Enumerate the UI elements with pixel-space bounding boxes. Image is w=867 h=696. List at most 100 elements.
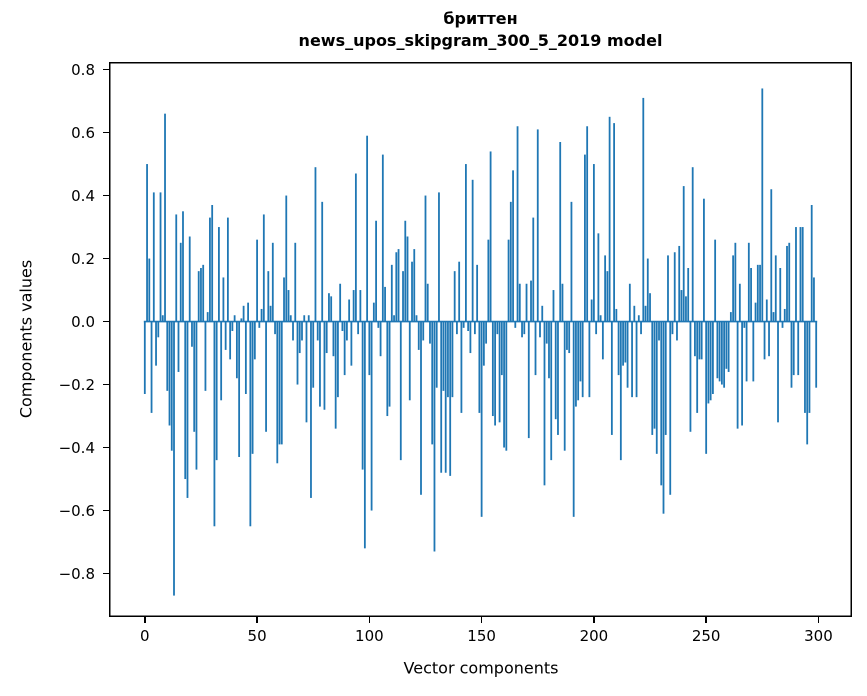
y-tick-label: −0.6	[58, 501, 95, 520]
bar	[235, 321, 238, 379]
bar	[494, 321, 496, 426]
bar	[321, 201, 324, 322]
bar	[348, 299, 351, 322]
x-tick-mark	[817, 617, 820, 623]
y-tick-label: 0.6	[71, 123, 95, 142]
bar	[173, 321, 175, 596]
bar	[377, 321, 380, 328]
bar	[507, 239, 510, 322]
bar	[545, 321, 548, 344]
y-tick-mark	[103, 194, 109, 197]
y-tick-mark	[103, 131, 109, 134]
bar	[280, 321, 283, 445]
bar	[723, 321, 726, 388]
bar	[801, 227, 804, 322]
bar	[143, 321, 146, 394]
y-tick-label: −0.8	[58, 564, 95, 583]
bar	[523, 321, 526, 335]
bar	[146, 164, 148, 322]
bar	[572, 321, 575, 517]
bar	[267, 271, 270, 322]
bar	[476, 264, 479, 322]
bar	[671, 321, 674, 335]
bar	[442, 321, 445, 391]
bar	[761, 88, 764, 322]
bar	[386, 321, 389, 417]
bar	[354, 173, 357, 322]
bar	[770, 189, 773, 322]
y-tick-label: 0.0	[71, 312, 95, 331]
bar	[505, 321, 508, 451]
bar	[283, 277, 285, 322]
bar	[799, 227, 802, 322]
bar	[388, 321, 391, 407]
bar	[269, 305, 272, 322]
bar	[489, 151, 492, 322]
bar	[256, 239, 258, 322]
bar	[550, 321, 553, 461]
bar	[381, 154, 384, 322]
bar	[509, 201, 512, 322]
bar	[774, 255, 777, 322]
bar	[157, 321, 160, 338]
bar	[527, 321, 530, 439]
bar	[262, 214, 265, 322]
bar	[514, 321, 517, 328]
bar	[170, 321, 173, 451]
bar	[209, 217, 211, 322]
bar	[451, 321, 454, 398]
bar	[182, 211, 184, 322]
bar	[487, 239, 490, 322]
bar	[155, 321, 157, 366]
bar	[202, 264, 205, 322]
chart-title-line2: news_upos_skipgram_300_5_2019 model	[298, 31, 663, 50]
bar	[608, 116, 611, 322]
x-tick-mark	[144, 617, 146, 623]
bar	[752, 321, 755, 382]
bar	[390, 264, 393, 322]
bar	[240, 318, 243, 322]
bar	[720, 321, 723, 385]
bar	[260, 308, 263, 322]
bar	[581, 321, 584, 398]
bar	[734, 242, 737, 322]
bar	[788, 242, 791, 322]
bar	[440, 321, 443, 473]
y-tick-label: −0.4	[58, 438, 95, 457]
bar	[480, 321, 483, 517]
bar	[289, 315, 292, 322]
bar	[175, 214, 178, 322]
bar	[539, 321, 541, 338]
bar	[361, 321, 364, 470]
bar	[278, 321, 281, 445]
bar	[667, 255, 669, 322]
bar	[384, 286, 386, 322]
bar	[231, 321, 234, 331]
bar	[395, 252, 398, 322]
bar	[678, 245, 681, 322]
bar	[206, 312, 209, 322]
bar	[325, 321, 328, 354]
bar	[781, 321, 784, 328]
bar	[561, 283, 564, 322]
bar	[595, 321, 598, 335]
bar	[496, 321, 499, 335]
bar	[458, 261, 461, 322]
bar	[768, 321, 770, 357]
bar	[772, 312, 775, 322]
bar	[453, 271, 456, 322]
bar	[588, 321, 591, 398]
bar	[664, 321, 667, 435]
bar	[220, 321, 223, 401]
bar	[534, 321, 537, 376]
bar	[790, 321, 793, 388]
bar	[307, 315, 310, 322]
bar	[258, 321, 261, 328]
bar	[359, 290, 362, 322]
bar	[709, 321, 712, 401]
bar	[379, 321, 382, 357]
bar	[610, 321, 613, 435]
bar	[399, 321, 402, 461]
bar	[779, 268, 782, 322]
bar	[705, 321, 708, 454]
